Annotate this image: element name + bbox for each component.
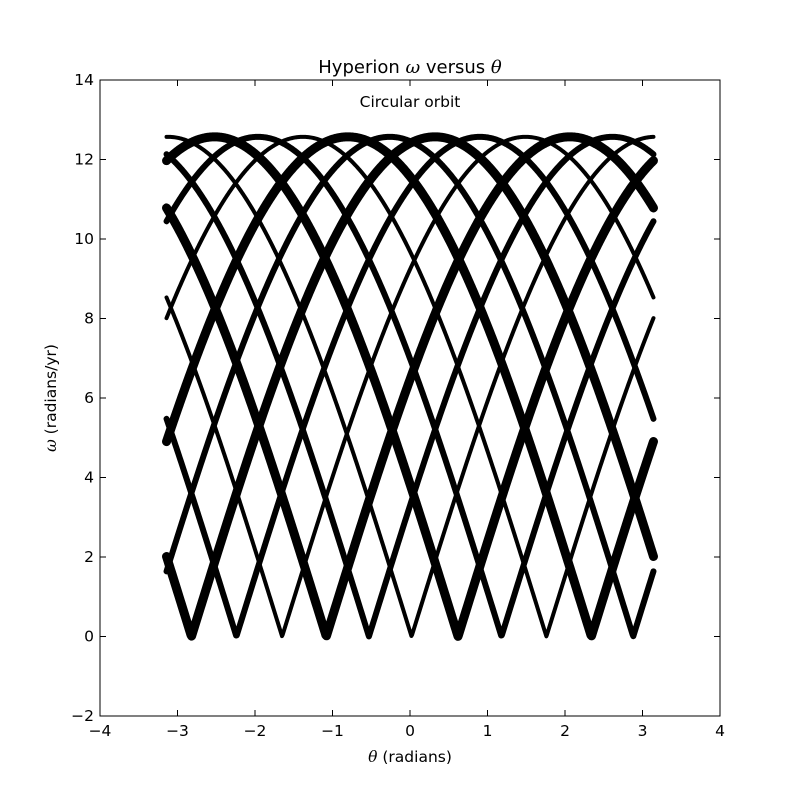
orbit-series-line [164,134,656,639]
orbit-series-line [163,133,657,639]
y-tick-label: 2 [84,548,94,566]
orbit-series-line [162,132,658,641]
x-tick-label: −3 [166,722,189,740]
x-tick-label: −1 [321,722,344,740]
x-tick-label: 2 [560,722,570,740]
x-tick-label: 1 [483,722,493,740]
x-tick-label: 4 [715,722,725,740]
orbit-series-line [162,132,658,641]
chart-title: Hyperion ω versus θ [318,57,502,78]
chart-annotation: Circular orbit [360,93,461,111]
y-tick-label: 8 [84,310,94,328]
orbit-series-line [163,133,657,639]
y-tick-label: −2 [71,707,94,725]
x-axis-label: θ (radians) [368,748,452,766]
y-tick-label: 0 [84,628,94,646]
y-tick-label: 12 [74,151,94,169]
orbit-series-line [163,133,657,640]
y-tick-label: 10 [74,230,94,248]
x-tick-label: −2 [244,722,267,740]
y-axis: −2 0 2 4 6 8 10 12 14 [71,71,720,725]
x-tick-label: −4 [89,722,112,740]
y-tick-label: 4 [84,469,94,487]
x-axis: −4 −3 −2 −1 0 1 2 3 4 [89,80,725,740]
y-axis-label: ω (radians/yr) [42,344,60,452]
orbit-series-line [164,134,656,639]
x-tick-label: 0 [405,722,415,740]
orbit-series-line [163,133,657,640]
series-group [162,132,658,641]
y-tick-label: 6 [84,389,94,407]
x-tick-label: 3 [638,722,648,740]
y-tick-label: 14 [74,71,94,89]
orbit-series-line [164,134,656,638]
orbit-series-line [162,132,658,641]
